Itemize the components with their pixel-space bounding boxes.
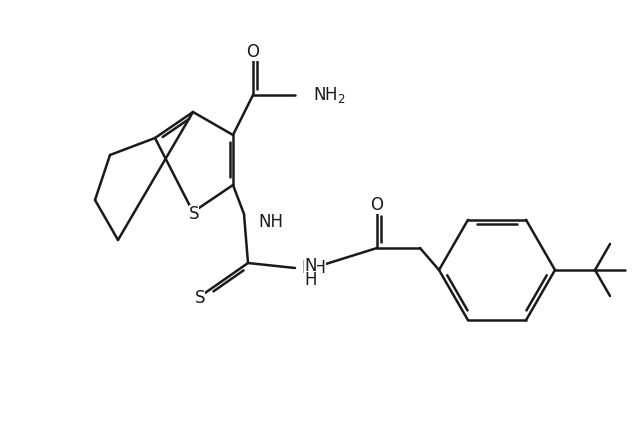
Text: S: S xyxy=(195,289,205,307)
Text: O: O xyxy=(246,43,260,61)
Text: S: S xyxy=(189,205,199,223)
Text: N: N xyxy=(304,257,317,275)
Text: H: H xyxy=(304,271,317,289)
Text: NH: NH xyxy=(301,259,326,277)
Text: O: O xyxy=(371,196,383,214)
Text: NH$_2$: NH$_2$ xyxy=(313,85,346,105)
Text: NH: NH xyxy=(258,213,283,231)
